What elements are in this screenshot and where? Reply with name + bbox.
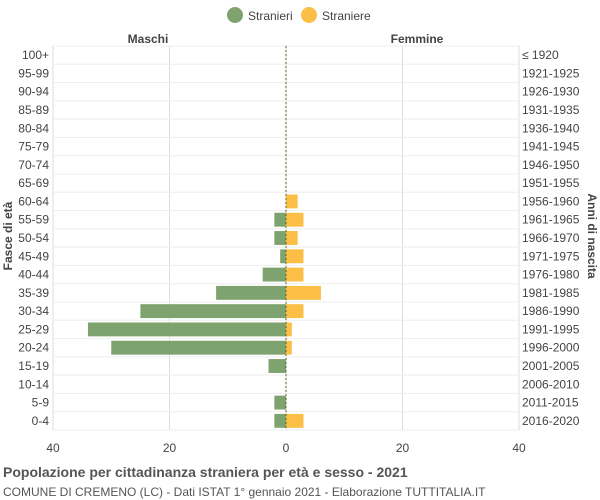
birth-year-label: 1951-1955	[522, 176, 580, 190]
birth-year-label: 1931-1935	[522, 103, 580, 117]
legend: Stranieri Straniere	[227, 7, 371, 23]
birth-year-label: ≤ 1920	[522, 48, 559, 62]
age-group-label: 65-69	[18, 176, 49, 190]
x-tick-label: 40	[46, 441, 60, 455]
y-axis-label-right: Anni di nascita	[585, 193, 599, 279]
bar-female	[286, 322, 292, 337]
bar-male	[280, 249, 286, 264]
birth-year-label: 1991-1995	[522, 322, 580, 336]
chart-subtitle: COMUNE DI CREMENO (LC) - Dati ISTAT 1° g…	[3, 485, 486, 499]
birth-year-label: 1996-2000	[522, 341, 580, 355]
x-tick-labels: 40 20 0 20 40	[46, 441, 526, 455]
legend-swatch-straniere	[301, 7, 317, 23]
birth-year-label: 2011-2015	[522, 396, 579, 410]
bar-male	[274, 413, 286, 428]
age-group-label: 90-94	[18, 85, 49, 99]
bar-male	[216, 285, 286, 300]
birth-year-label: 1956-1960	[522, 194, 580, 208]
age-group-label: 10-14	[18, 377, 49, 391]
birth-year-label: 1966-1970	[522, 231, 580, 245]
age-group-label: 70-74	[18, 158, 49, 172]
bar-female	[286, 413, 304, 428]
age-group-label: 20-24	[18, 341, 49, 355]
bar-male	[87, 322, 286, 337]
age-group-label: 15-19	[18, 359, 49, 373]
bar-female	[286, 194, 298, 209]
age-group-label: 50-54	[18, 231, 49, 245]
birth-year-label: 1921-1925	[522, 66, 580, 80]
males-header: Maschi	[128, 32, 169, 46]
x-tick-label: 20	[396, 441, 410, 455]
age-group-label: 0-4	[32, 414, 50, 428]
birth-year-labels: ≤ 1920 1921-1925 1926-1930 1931-1935 1936-19…	[522, 48, 580, 428]
birth-year-label: 1936-1940	[522, 121, 580, 135]
y-axis-label-left: Fasce di età	[1, 201, 15, 270]
legend-label-straniere: Straniere	[322, 9, 371, 23]
bar-male	[111, 340, 286, 355]
bar-male	[262, 267, 286, 282]
bar-male	[274, 212, 286, 227]
legend-swatch-stranieri	[227, 7, 243, 23]
age-group-label: 45-49	[18, 249, 49, 263]
birth-year-label: 2001-2005	[522, 359, 580, 373]
birth-year-label: 1976-1980	[522, 268, 580, 282]
birth-year-label: 2016-2020	[522, 414, 580, 428]
bar-female	[286, 249, 304, 264]
bars	[87, 194, 321, 428]
birth-year-label: 1946-1950	[522, 158, 580, 172]
age-group-label: 100+	[22, 48, 49, 62]
birth-year-label: 1961-1965	[522, 213, 580, 227]
population-pyramid-chart: 100+ 95-99 90-94 85-89 80-84 75-79 70-74 65-69 6…	[1, 7, 599, 455]
age-group-label: 55-59	[18, 213, 49, 227]
age-group-label: 85-89	[18, 103, 49, 117]
bar-female	[286, 231, 298, 245]
bar-male	[140, 304, 286, 319]
females-header: Femmine	[391, 32, 444, 46]
bar-male	[268, 359, 286, 373]
birth-year-label: 1981-1985	[522, 286, 580, 300]
bar-female	[286, 340, 292, 355]
age-group-label: 40-44	[18, 268, 49, 282]
bar-female	[286, 212, 304, 227]
bar-female	[286, 285, 321, 300]
age-group-labels: 100+ 95-99 90-94 85-89 80-84 75-79 70-74 65-69 6…	[18, 48, 49, 428]
birth-year-label: 1986-1990	[522, 304, 580, 318]
birth-year-label: 1941-1945	[522, 140, 580, 154]
age-group-label: 30-34	[18, 304, 49, 318]
bar-male	[274, 395, 286, 410]
x-tick-label: 0	[283, 441, 290, 455]
bar-male	[274, 231, 286, 245]
chart-title: Popolazione per cittadinanza straniera p…	[3, 464, 408, 480]
age-group-label: 80-84	[18, 121, 49, 135]
bar-female	[286, 304, 304, 319]
age-group-label: 60-64	[18, 194, 49, 208]
bar-female	[286, 267, 304, 282]
age-group-label: 5-9	[32, 396, 50, 410]
birth-year-label: 1926-1930	[522, 85, 580, 99]
age-group-label: 75-79	[18, 140, 49, 154]
age-group-label: 35-39	[18, 286, 49, 300]
birth-year-label: 1971-1975	[522, 249, 580, 263]
age-group-label: 95-99	[18, 66, 49, 80]
legend-label-stranieri: Stranieri	[248, 9, 293, 23]
x-tick-label: 20	[163, 441, 177, 455]
x-tick-label: 40	[512, 441, 526, 455]
birth-year-label: 2006-2010	[522, 377, 580, 391]
age-group-label: 25-29	[18, 322, 49, 336]
